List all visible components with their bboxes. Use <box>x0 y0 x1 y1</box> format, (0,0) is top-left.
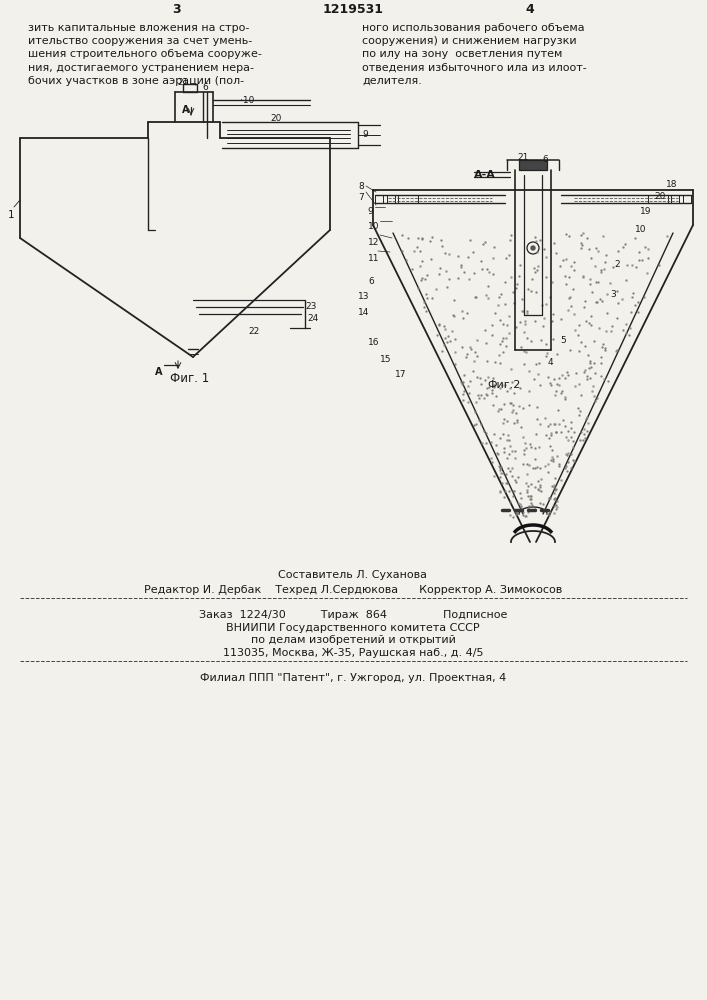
Text: 18: 18 <box>666 180 677 189</box>
Text: 15: 15 <box>380 355 392 364</box>
Text: Филиал ППП "Патент", г. Ужгород, ул. Проектная, 4: Филиал ППП "Патент", г. Ужгород, ул. Про… <box>200 673 506 683</box>
Text: шения строительного объема сооруже-: шения строительного объема сооруже- <box>28 49 262 59</box>
Text: 13: 13 <box>358 292 370 301</box>
Text: по делам изобретений и открытий: по делам изобретений и открытий <box>250 635 455 645</box>
Text: ительство сооружения за счет умень-: ительство сооружения за счет умень- <box>28 36 252 46</box>
Text: 9: 9 <box>367 207 373 216</box>
Text: 20: 20 <box>270 114 281 123</box>
Text: А: А <box>155 367 163 377</box>
Text: 20: 20 <box>654 192 665 201</box>
Text: 16: 16 <box>368 338 380 347</box>
Text: Составитель Л. Суханова: Составитель Л. Суханова <box>279 570 428 580</box>
Text: 21: 21 <box>517 153 528 162</box>
Text: Фиг. 1: Фиг. 1 <box>170 372 209 385</box>
Text: 6: 6 <box>202 83 208 92</box>
Text: 4: 4 <box>525 3 534 16</box>
Text: зить капитальные вложения на стро-: зить капитальные вложения на стро- <box>28 23 250 33</box>
Text: 22: 22 <box>248 327 259 336</box>
Text: 19: 19 <box>640 207 651 216</box>
Text: 23: 23 <box>305 302 316 311</box>
Text: ного использования рабочего объема: ного использования рабочего объема <box>362 23 585 33</box>
Text: 17: 17 <box>395 370 407 379</box>
Text: А-А: А-А <box>474 170 496 180</box>
Text: 21: 21 <box>177 78 188 87</box>
Text: 4: 4 <box>548 358 554 367</box>
Text: ·10: ·10 <box>240 96 255 105</box>
Bar <box>519 160 547 170</box>
Text: 11: 11 <box>368 254 380 263</box>
Text: ВНИИПИ Государственного комитета СССР: ВНИИПИ Государственного комитета СССР <box>226 623 480 633</box>
Text: 3: 3 <box>610 290 616 299</box>
Text: 24: 24 <box>307 314 318 323</box>
Text: 5: 5 <box>560 336 566 345</box>
Text: 8: 8 <box>358 182 363 191</box>
Text: 12: 12 <box>368 238 380 247</box>
Text: 6: 6 <box>542 155 548 164</box>
Text: 7: 7 <box>358 193 363 202</box>
Text: Заказ  1224/30          Тираж  864                Подписное: Заказ 1224/30 Тираж 864 Подписное <box>199 610 507 620</box>
Text: Фиг.2: Фиг.2 <box>487 380 520 390</box>
Text: Редактор И. Дербак    Техред Л.Сердюкова      Корректор А. Зимокосов: Редактор И. Дербак Техред Л.Сердюкова Ко… <box>144 585 562 595</box>
Text: 2: 2 <box>614 260 619 269</box>
Bar <box>387 195 395 203</box>
Text: 1: 1 <box>8 210 15 220</box>
Circle shape <box>531 246 535 250</box>
Text: по илу на зону  осветления путем: по илу на зону осветления путем <box>362 49 562 59</box>
Text: делителя.: делителя. <box>362 76 422 86</box>
Text: сооружения) и снижением нагрузки: сооружения) и снижением нагрузки <box>362 36 577 46</box>
Text: 6: 6 <box>368 277 374 286</box>
Bar <box>683 195 691 203</box>
Text: 10: 10 <box>635 225 646 234</box>
Text: 3: 3 <box>173 3 181 16</box>
Bar <box>375 195 383 203</box>
Bar <box>671 195 679 203</box>
Text: ния, достигаемого устранением нера-: ния, достигаемого устранением нера- <box>28 63 254 73</box>
Text: бочих участков в зоне аэрации (пол-: бочих участков в зоне аэрации (пол- <box>28 76 244 86</box>
Text: А: А <box>182 105 189 115</box>
Text: 9: 9 <box>362 130 368 139</box>
Text: 14: 14 <box>358 308 369 317</box>
Text: 10: 10 <box>368 222 380 231</box>
Text: 1219531: 1219531 <box>322 3 383 16</box>
Text: 113035, Москва, Ж-35, Раушская наб., д. 4/5: 113035, Москва, Ж-35, Раушская наб., д. … <box>223 648 484 658</box>
Text: отведения избыточного ила из илоот-: отведения избыточного ила из илоот- <box>362 63 587 73</box>
